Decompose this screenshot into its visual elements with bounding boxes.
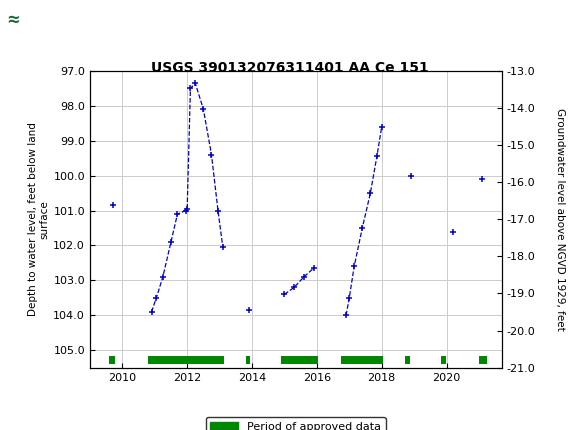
Y-axis label: Groundwater level above NGVD 1929, feet: Groundwater level above NGVD 1929, feet <box>554 108 565 331</box>
Bar <box>405 356 410 364</box>
Bar <box>479 356 487 364</box>
Text: USGS 390132076311401 AA Ce 151: USGS 390132076311401 AA Ce 151 <box>151 61 429 76</box>
Bar <box>341 356 383 364</box>
Text: ≈: ≈ <box>7 10 19 30</box>
Text: USGS: USGS <box>41 11 96 29</box>
Bar <box>246 356 251 364</box>
FancyBboxPatch shape <box>5 4 48 36</box>
Bar <box>148 356 224 364</box>
Bar <box>281 356 318 364</box>
Y-axis label: Depth to water level, feet below land
surface: Depth to water level, feet below land su… <box>27 123 49 316</box>
Bar <box>110 356 115 364</box>
Legend: Period of approved data: Period of approved data <box>206 417 386 430</box>
Bar <box>441 356 445 364</box>
